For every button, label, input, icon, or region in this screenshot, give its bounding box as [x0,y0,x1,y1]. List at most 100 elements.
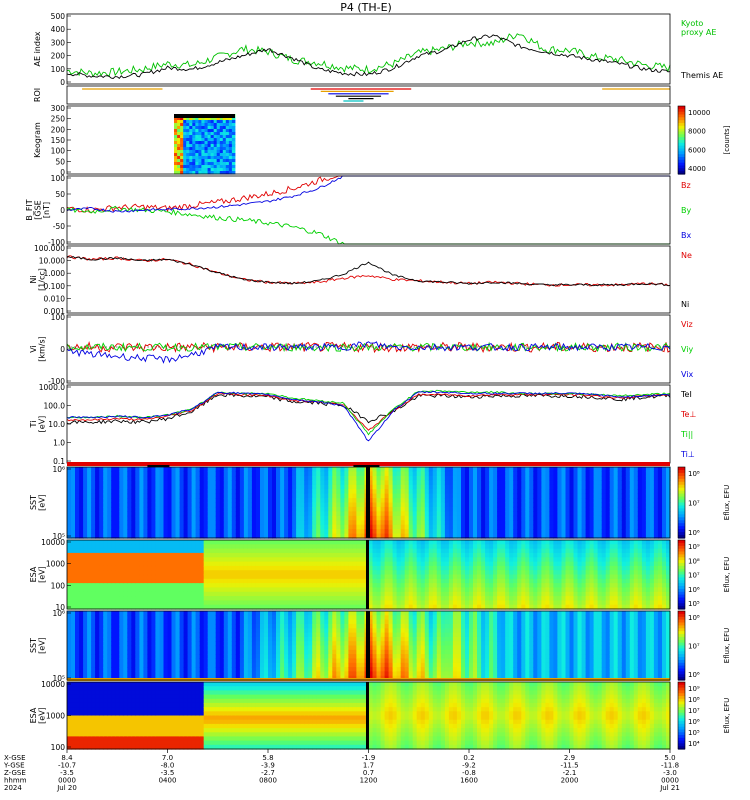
esa_e-spectrogram-cell [227,591,233,597]
sst_e-spectrogram-cell [268,506,273,512]
esa_e-spectrogram-cell [111,552,116,558]
keogram-cell [195,126,199,130]
sst_e-spectrogram-cell [91,529,96,535]
sst_e-spectrogram-cell [139,520,144,526]
esa_e-spectrogram-cell [67,578,72,584]
esa_e-spectrogram-cell [211,600,217,606]
sst_e-spectrogram-cell [159,489,165,495]
sst_e-spectrogram-cell [489,506,494,512]
esa_e-spectrogram-cell [280,570,285,576]
sst_e-spectrogram-cell [436,515,442,521]
sst_e-spectrogram-cell [107,484,112,490]
sst_e-spectrogram-cell [272,511,277,517]
sst_e-spectrogram-cell [292,475,297,481]
keogram-cell [216,165,221,169]
esa_e-spectrogram-cell [203,578,209,584]
esa_e-spectrogram-cell [360,604,366,610]
esa_e-spectrogram-cell [444,552,450,558]
esa_e-spectrogram-cell [235,552,241,558]
keogram-y-tick: 200 [51,125,66,134]
keogram-cell [219,141,224,145]
esa_e-spectrogram-cell [264,565,269,571]
sst_e-spectrogram-cell [412,471,418,477]
sst_e-spectrogram-cell [400,506,406,512]
sst_e-spectrogram-cell [380,489,386,495]
sst_e-spectrogram-cell [264,515,269,521]
esa_e-spectrogram-cell [501,552,506,558]
esa_e-spectrogram-cell [428,596,434,601]
sst_e-spectrogram-cell [227,471,233,477]
sst_e-spectrogram-cell [167,471,173,477]
esa_e-spectrogram-cell [332,583,337,588]
esa_e-spectrogram-cell [211,552,217,558]
esa_e-spectrogram-cell [111,565,116,571]
sst_e-spectrogram-cell [304,524,309,530]
esa_e-spectrogram-cell [191,565,197,571]
sst_e-spectrogram-cell [469,502,474,508]
sst_e-spectrogram-cell [601,480,607,486]
sst_e-spectrogram-cell [493,524,498,530]
sst_e-spectrogram-cell [135,484,140,490]
sst_e-spectrogram-cell [131,511,136,517]
esa_e-spectrogram-cell [119,591,124,597]
sst_e-colorbar-tick: 10⁶ [688,529,700,537]
keogram-cell [195,129,199,133]
sst_e-spectrogram-cell [609,489,615,495]
sst_e-spectrogram-cell [167,502,173,508]
sst_e-colorbar-tick: 10⁷ [688,500,700,508]
sst_e-spectrogram-cell [211,511,217,517]
esa_e-spectrogram-cell [103,574,108,580]
esa_e-spectrogram-cell [292,574,297,580]
esa_e-spectrogram-cell [304,570,309,576]
sst_e-spectrogram-cell [155,520,160,526]
sst_e-spectrogram-cell [525,467,530,472]
sst_e-spectrogram-cell [581,493,587,499]
esa_e-spectrogram-cell [420,540,426,545]
sst_e-spectrogram-cell [525,471,530,477]
esa_e-spectrogram-cell [332,578,337,584]
sst_e-spectrogram-cell [360,520,366,526]
sst_e-spectrogram-cell [408,498,414,504]
esa_e-spectrogram-cell [95,570,100,576]
sst_e-spectrogram-cell [171,529,177,535]
keogram-cell [222,168,227,172]
sst_e-spectrogram-cell [87,515,92,521]
esa_e-spectrogram-cell [448,570,454,576]
sst_e-spectrogram-cell [645,506,651,512]
sst_e-spectrogram-cell [219,493,225,499]
sst_e-spectrogram-cell [344,493,349,499]
esa_e-spectrogram-cell [324,552,329,558]
esa_e-spectrogram-cell [139,565,144,571]
esa_e-spectrogram-cell [264,591,269,597]
sst_e-spectrogram-cell [91,475,96,481]
sst_e-spectrogram-cell [440,498,446,504]
keogram-cell [198,150,202,154]
esa_e-spectrogram-cell [424,552,430,558]
esa_e-spectrogram-cell [553,561,558,567]
sst_e-spectrogram-cell [111,520,116,526]
esa_e-spectrogram-cell [360,570,366,576]
esa_e-spectrogram-cell [493,565,498,571]
esa_e-spectrogram-cell [127,591,132,597]
sst_e-spectrogram-cell [348,506,353,512]
esa_e-spectrogram-cell [79,574,84,580]
sst_e-spectrogram-cell [541,489,546,495]
esa_e-spectrogram-cell [167,596,173,601]
esa_e-spectrogram-cell [219,604,225,610]
sst_e-spectrogram-cell [649,498,655,504]
esa_e-spectrogram-cell [344,540,349,545]
keogram-cell [174,153,178,157]
keogram-cell [177,156,181,160]
esa_e-spectrogram-cell [288,570,293,576]
keogram-cell [213,156,218,160]
esa_e-spectrogram-cell [461,561,466,567]
esa_e-spectrogram-cell [151,596,156,601]
esa_e-spectrogram-cell [412,548,418,554]
sst_e-spectrogram-cell [432,529,438,535]
keogram-cell [225,153,230,157]
sst_e-spectrogram-cell [613,533,619,539]
sst_e-spectrogram-cell [131,502,136,508]
esa_e-spectrogram-cell [372,544,378,550]
sst_e-spectrogram-cell [621,511,627,517]
velocity-y-label-line: [km/s] [38,336,47,362]
